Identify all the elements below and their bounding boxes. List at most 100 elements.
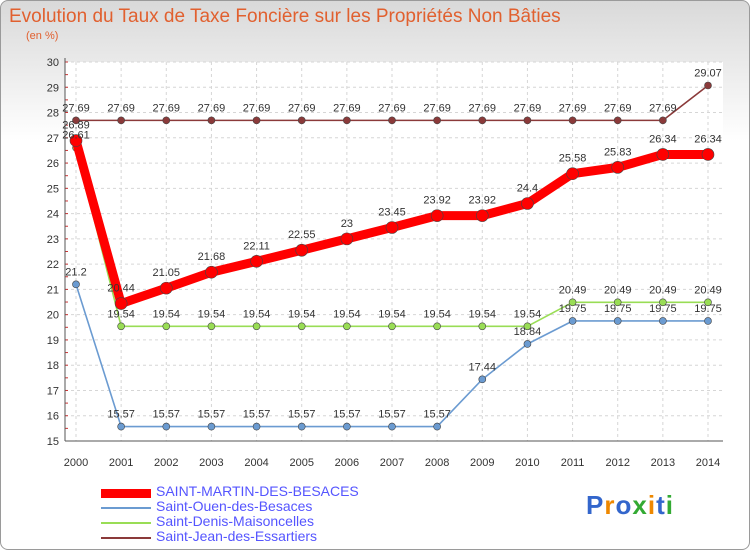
y-tick-label: 20 xyxy=(47,310,59,322)
data-point-3 xyxy=(207,116,216,125)
y-tick-label: 22 xyxy=(47,259,59,271)
data-label-2: 20.49 xyxy=(559,284,587,296)
data-label-0: 20.44 xyxy=(107,283,135,295)
data-label-3: 27.69 xyxy=(288,102,316,114)
data-label-0: 23.45 xyxy=(378,206,406,218)
legend-label: Saint-Ouen-des-Besaces xyxy=(156,498,313,514)
logo-letter: i xyxy=(647,490,657,520)
data-point-3 xyxy=(297,116,306,125)
data-label-1: 15.57 xyxy=(423,409,451,421)
data-label-0: 21.05 xyxy=(153,267,181,279)
x-tick-label: 2005 xyxy=(289,457,313,469)
data-point-2 xyxy=(704,298,712,307)
data-label-3: 27.69 xyxy=(198,102,226,114)
data-label-0: 26.34 xyxy=(649,133,677,145)
data-point-0 xyxy=(566,167,579,180)
data-point-3 xyxy=(704,81,712,90)
y-tick-label: 24 xyxy=(47,209,59,221)
data-point-2 xyxy=(478,322,487,331)
data-label-3: 27.69 xyxy=(604,102,632,114)
y-tick-label: 28 xyxy=(47,108,59,120)
data-label-2: 19.54 xyxy=(333,308,361,320)
data-point-3 xyxy=(478,116,487,125)
data-point-1 xyxy=(72,280,80,289)
data-label-1: 19.75 xyxy=(559,303,587,315)
data-point-1 xyxy=(117,422,125,431)
data-label-2: 19.54 xyxy=(469,308,497,320)
legend-swatch xyxy=(101,537,151,539)
data-point-2 xyxy=(162,322,171,331)
logo-letter: x xyxy=(632,490,648,520)
y-tick-label: 25 xyxy=(47,183,59,195)
data-label-1: 18.84 xyxy=(514,326,542,338)
data-point-1 xyxy=(523,340,532,348)
legend-label: Saint-Denis-Maisoncelles xyxy=(156,513,314,529)
data-label-1: 15.57 xyxy=(243,409,271,421)
y-tick-label: 18 xyxy=(47,360,59,372)
data-label-2: 19.54 xyxy=(423,308,451,320)
logo-letter: r xyxy=(604,490,616,520)
x-tick-label: 2001 xyxy=(109,457,133,469)
y-tick-label: 16 xyxy=(47,411,59,423)
data-label-1: 17.44 xyxy=(469,361,497,373)
data-point-3 xyxy=(523,116,532,125)
x-tick-label: 2007 xyxy=(380,457,404,469)
data-label-1: 19.75 xyxy=(694,303,722,315)
y-tick-label: 30 xyxy=(47,57,59,69)
data-label-0: 23 xyxy=(341,218,353,230)
data-point-0 xyxy=(114,297,128,310)
data-point-0 xyxy=(611,161,625,174)
data-point-0 xyxy=(295,243,309,257)
y-tick-label: 26 xyxy=(47,158,59,170)
data-label-2: 26.61 xyxy=(62,130,90,142)
data-label-3: 27.69 xyxy=(514,102,542,114)
logo-letter: t xyxy=(656,490,666,520)
data-point-2 xyxy=(252,322,261,331)
data-label-2: 19.54 xyxy=(288,308,316,320)
data-label-2: 20.49 xyxy=(694,284,722,296)
data-point-0 xyxy=(656,148,670,161)
data-point-3 xyxy=(343,116,351,125)
legend-swatch xyxy=(101,507,151,509)
x-tick-label: 2013 xyxy=(651,457,675,469)
data-point-1 xyxy=(433,422,441,431)
x-tick-label: 2003 xyxy=(199,457,223,469)
data-label-1: 21.2 xyxy=(65,266,86,278)
data-label-0: 24.4 xyxy=(517,182,538,194)
data-point-3 xyxy=(613,116,622,125)
data-label-1: 15.57 xyxy=(153,409,181,421)
data-label-0: 22.11 xyxy=(243,240,270,252)
data-point-2 xyxy=(343,322,351,331)
proxiti-logo: Proxiti xyxy=(586,490,674,521)
logo-letter: o xyxy=(615,490,633,520)
data-point-3 xyxy=(388,116,396,125)
data-label-0: 21.68 xyxy=(198,251,226,263)
data-point-1 xyxy=(207,422,216,431)
data-label-1: 15.57 xyxy=(378,409,406,421)
y-tick-label: 29 xyxy=(47,82,59,94)
data-point-3 xyxy=(433,116,441,125)
data-label-0: 22.55 xyxy=(288,229,316,241)
data-label-1: 15.57 xyxy=(333,409,361,421)
data-point-2 xyxy=(207,322,216,331)
x-tick-label: 2011 xyxy=(561,457,585,469)
data-point-2 xyxy=(388,322,396,331)
data-point-1 xyxy=(343,422,351,431)
data-point-2 xyxy=(117,322,125,331)
data-point-0 xyxy=(521,197,534,210)
legend-swatch xyxy=(101,488,151,498)
data-point-2 xyxy=(297,322,306,331)
data-point-2 xyxy=(523,322,532,331)
data-point-1 xyxy=(478,375,487,384)
data-point-3 xyxy=(252,116,261,125)
x-tick-label: 2006 xyxy=(335,457,359,469)
data-label-3: 27.69 xyxy=(378,102,406,114)
data-point-1 xyxy=(613,317,622,325)
x-tick-label: 2008 xyxy=(425,457,449,469)
data-label-2: 19.54 xyxy=(107,308,135,320)
chart-subtitle: (en %) xyxy=(26,30,59,42)
x-tick-label: 2000 xyxy=(64,457,88,469)
data-point-1 xyxy=(568,317,577,325)
data-label-3: 29.07 xyxy=(694,67,722,79)
